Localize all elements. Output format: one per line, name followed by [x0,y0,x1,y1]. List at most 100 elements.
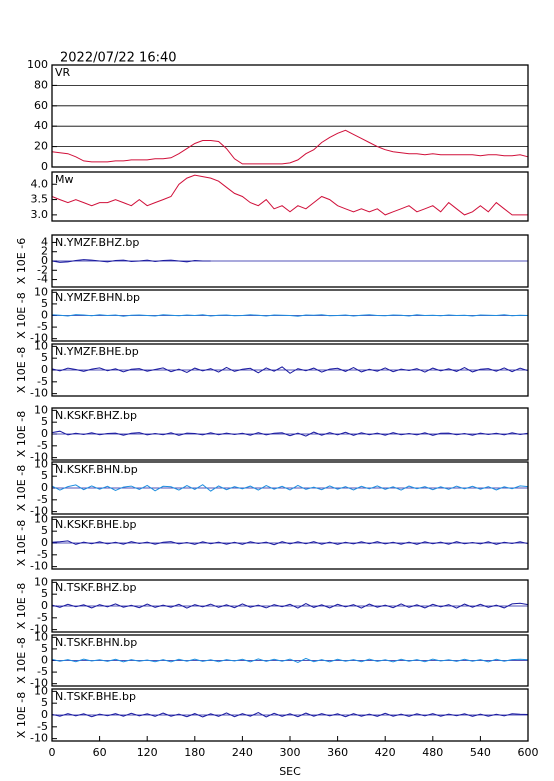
data-line [51,314,529,317]
y-tick-label: 10 [34,575,48,588]
panel-frame [51,407,529,461]
panel-label: N.KSKF.BHE.bp [55,518,136,531]
x-tick-label: 600 [518,746,539,759]
x-tick-label: 60 [93,746,107,759]
y-tick-label: 80 [34,78,48,91]
y-axis-label: X 10E -8 [15,520,28,566]
chart-title: 2022/07/22 16:40 [60,51,177,66]
y-tick-label: -10 [30,451,48,464]
y-tick-label: -10 [30,332,48,345]
x-axis-label: SEC [279,765,301,778]
y-tick-label: -10 [30,677,48,690]
y-tick-label: 10 [34,512,48,525]
panel-frame [51,171,529,222]
y-axis-label: X 10E -8 [15,637,28,683]
panel-label: N.TSKF.BHE.bp [55,690,136,703]
panel-frame [51,579,529,633]
y-axis-label: X 10E -6 [15,238,28,284]
y-tick-label: 10 [34,457,48,470]
y-tick-label: 3.5 [31,193,49,206]
y-tick-label: -10 [30,732,48,745]
y-tick-label: 4 [41,235,48,248]
y-tick-label: 10 [34,630,48,643]
y-tick-label: 5 [41,524,48,537]
panel-label: N.KSKF.BHN.bp [55,463,138,476]
y-tick-label: -10 [30,505,48,518]
x-tick-label: 300 [280,746,301,759]
y-tick-label: 20 [34,140,48,153]
y-tick-label: -10 [30,623,48,636]
x-tick-label: 420 [375,746,396,759]
y-tick-label: 10 [34,339,48,352]
y-tick-label: 40 [34,119,48,132]
data-line [51,602,529,609]
panel-label: VR [55,66,71,79]
y-axis-label: X 10E -8 [15,692,28,738]
data-line [51,174,528,216]
x-tick-label: 360 [327,746,348,759]
panel-label: N.YMZF.BHE.bp [55,345,139,358]
y-tick-label: 0 [41,427,48,440]
y-tick-label: 5 [41,415,48,428]
y-tick-label: 10 [34,684,48,697]
y-tick-label: 0 [41,708,48,721]
y-tick-label: 4.0 [31,177,49,190]
y-tick-label: 5 [41,297,48,310]
y-tick-label: -4 [37,273,48,286]
y-tick-label: 0 [41,160,48,173]
y-tick-label: 3.0 [31,208,49,221]
y-axis-label: X 10E -8 [15,411,28,457]
y-tick-label: 0 [41,481,48,494]
y-tick-label: 5 [41,351,48,364]
panel-label: N.KSKF.BHZ.bp [55,409,137,422]
panel-frame [51,234,529,288]
y-tick-label: -5 [37,375,48,388]
panel-label: N.YMZF.BHN.bp [55,291,140,304]
y-tick-label: 0 [41,599,48,612]
x-tick-label: 180 [184,746,205,759]
y-tick-label: 100 [27,58,48,71]
y-axis-label: X 10E -8 [15,347,28,393]
y-tick-label: 5 [41,642,48,655]
y-tick-label: 0 [41,363,48,376]
data-line [51,540,529,546]
panel-label: N.TSKF.BHZ.bp [55,581,137,594]
panel-frame [51,461,529,515]
y-tick-label: 5 [41,696,48,709]
data-line [51,366,529,374]
y-tick-label: 10 [34,403,48,416]
y-axis-label: X 10E -8 [15,465,28,511]
y-tick-label: 5 [41,587,48,600]
y-tick-label: -5 [37,665,48,678]
data-line [51,484,529,492]
x-tick-label: 120 [137,746,158,759]
panel-frame [51,64,529,168]
x-tick-label: 240 [232,746,253,759]
y-tick-label: 60 [34,99,48,112]
y-tick-label: -5 [37,439,48,452]
y-tick-label: -10 [30,560,48,573]
panel-frame [51,343,529,397]
y-axis-label: X 10E -8 [15,583,28,629]
y-tick-label: 0 [41,254,48,267]
y-tick-label: -5 [37,720,48,733]
panel-label: N.YMZF.BHZ.bp [55,236,139,249]
y-tick-label: 0 [41,536,48,549]
y-tick-label: -5 [37,320,48,333]
x-tick-label: 540 [470,746,491,759]
panel-label: Mw [55,173,74,186]
y-tick-label: 2 [41,245,48,258]
panel-frame [51,634,529,687]
data-line [51,129,529,165]
data-line [51,712,529,718]
panel-frame [51,516,529,570]
data-line [51,430,529,437]
y-tick-label: 5 [41,469,48,482]
y-tick-label: -5 [37,611,48,624]
data-line [51,657,529,663]
data-line [51,259,211,263]
y-tick-label: -5 [37,548,48,561]
y-tick-label: -10 [30,387,48,400]
y-tick-label: 0 [41,654,48,667]
